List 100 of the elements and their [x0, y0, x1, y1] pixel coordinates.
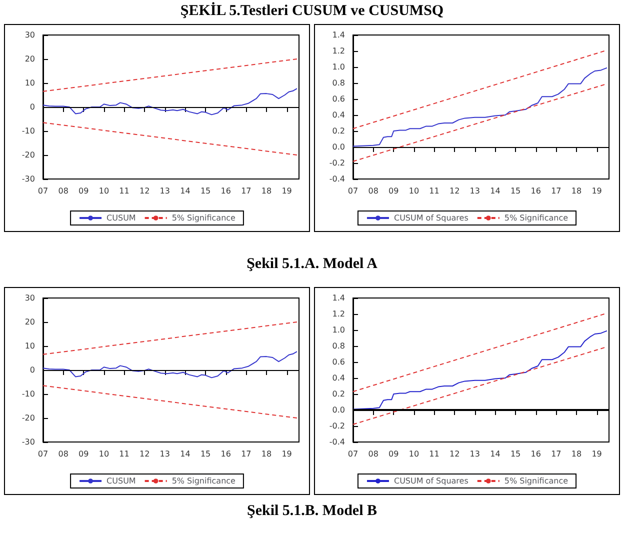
- x-tick-label: 12: [139, 186, 150, 196]
- x-tick-label: 17: [241, 186, 252, 196]
- x-tick-label: 15: [200, 186, 211, 196]
- legend-label: 5% Significance: [504, 214, 568, 222]
- x-tick-label: 18: [261, 450, 272, 458]
- x-tick-label: 13: [470, 450, 480, 458]
- x-tick-label: 19: [282, 186, 292, 196]
- x-tick-label: 11: [119, 186, 130, 196]
- y-tick-label: 1.2: [332, 310, 345, 318]
- x-tick-label: 09: [388, 450, 399, 458]
- x-tick-label: 11: [429, 450, 440, 458]
- y-tick-label: 1.0: [332, 62, 345, 72]
- text: Şekil 5.1.A. Model A: [246, 256, 378, 273]
- legend-label: 5% Significance: [172, 214, 236, 222]
- x-tick-label: 12: [449, 450, 460, 458]
- y-tick-label: 30: [24, 294, 35, 302]
- line-series: [352, 67, 608, 147]
- x-tick-label: 10: [408, 186, 420, 196]
- y-tick-label: 1.4: [332, 294, 345, 302]
- x-tick-label: 17: [551, 186, 562, 196]
- x-tick-label: 16: [530, 450, 541, 458]
- x-tick-label: 13: [160, 186, 170, 196]
- y-tick-label: 30: [24, 30, 35, 40]
- x-tick-label: 13: [160, 450, 170, 458]
- x-tick-label: 11: [119, 450, 130, 458]
- y-tick-label: -10: [22, 390, 35, 398]
- y-tick-label: -0.4: [329, 174, 345, 184]
- y-tick-label: 0.8: [332, 78, 345, 88]
- y-tick-label: 1.0: [332, 326, 345, 334]
- y-tick-label: 0: [30, 366, 35, 374]
- y-tick-label: 0.2: [332, 126, 345, 136]
- x-tick-label: 09: [388, 186, 399, 196]
- chart-title: ŞEKİL 5.Testleri CUSUM ve CUSUMSQ: [179, 1, 445, 21]
- y-tick-label: 10: [24, 78, 35, 88]
- x-tick-label: 12: [449, 186, 460, 196]
- y-tick-label: -0.2: [329, 422, 345, 430]
- y-tick-label: 0.6: [332, 358, 345, 366]
- y-tick-label: -20: [22, 150, 35, 160]
- x-tick-label: 09: [78, 450, 89, 458]
- y-tick-label: 0.8: [332, 342, 345, 350]
- y-tick-label: 0.2: [332, 390, 345, 398]
- x-tick-label: 07: [38, 186, 48, 196]
- x-tick-label: 10: [98, 186, 110, 196]
- x-tick-label: 07: [348, 450, 358, 458]
- y-tick-label: 0.0: [332, 406, 345, 414]
- x-tick-label: 17: [551, 450, 562, 458]
- x-tick-label: 08: [368, 186, 378, 196]
- text: Şekil 5.1.B. Model B: [246, 503, 378, 520]
- y-tick-label: -0.4: [329, 438, 345, 446]
- y-tick-label: 20: [24, 318, 35, 326]
- y-tick-label: -30: [22, 438, 35, 446]
- x-tick-label: 11: [429, 186, 440, 196]
- x-tick-label: 14: [180, 450, 190, 458]
- x-tick-label: 09: [78, 186, 89, 196]
- x-tick-label: 15: [200, 450, 211, 458]
- legend-label: 5% Significance: [504, 476, 568, 486]
- x-tick-label: 08: [58, 186, 68, 196]
- line-series: [42, 351, 298, 378]
- legend-label: CUSUM of Squares: [394, 476, 468, 486]
- x-tick-label: 16: [220, 186, 231, 196]
- line-series: [42, 88, 298, 116]
- x-tick-label: 12: [139, 450, 150, 458]
- x-tick-label: 08: [58, 450, 68, 458]
- x-tick-label: 18: [261, 186, 272, 196]
- y-tick-label: 1.4: [332, 30, 345, 40]
- x-tick-label: 18: [571, 450, 582, 458]
- x-tick-label: 15: [510, 450, 521, 458]
- x-tick-label: 16: [220, 450, 231, 458]
- y-tick-label: -30: [22, 174, 35, 184]
- legend-label: CUSUM: [106, 476, 136, 486]
- x-tick-label: 10: [98, 450, 110, 458]
- y-tick-label: 0.6: [332, 94, 345, 104]
- x-tick-label: 18: [571, 186, 582, 196]
- y-tick-label: 10: [24, 342, 35, 350]
- x-tick-label: 16: [530, 186, 541, 196]
- x-tick-label: 19: [592, 186, 602, 196]
- y-tick-label: 1.2: [332, 46, 345, 56]
- y-tick-label: 0.0: [332, 142, 345, 152]
- line-series: [352, 330, 608, 410]
- x-tick-label: 07: [348, 186, 358, 196]
- legend-label: CUSUM: [106, 214, 136, 222]
- y-tick-label: -0.2: [329, 158, 345, 168]
- x-tick-label: 14: [180, 186, 190, 196]
- y-tick-label: -20: [22, 414, 35, 422]
- x-tick-label: 07: [38, 450, 48, 458]
- x-tick-label: 19: [282, 450, 292, 458]
- x-tick-label: 14: [490, 450, 500, 458]
- y-tick-label: 0: [30, 102, 35, 112]
- y-tick-label: 20: [24, 54, 35, 64]
- x-tick-label: 15: [510, 186, 521, 196]
- x-tick-label: 19: [592, 450, 602, 458]
- x-tick-label: 13: [470, 186, 480, 196]
- x-tick-label: 10: [408, 450, 420, 458]
- y-tick-label: 0.4: [332, 110, 345, 120]
- x-tick-label: 14: [490, 186, 500, 196]
- y-tick-label: 0.4: [332, 374, 345, 382]
- x-tick-label: 08: [368, 450, 378, 458]
- legend-label: 5% Significance: [172, 476, 236, 486]
- legend-label: CUSUM of Squares: [394, 214, 468, 222]
- x-tick-label: 17: [241, 450, 252, 458]
